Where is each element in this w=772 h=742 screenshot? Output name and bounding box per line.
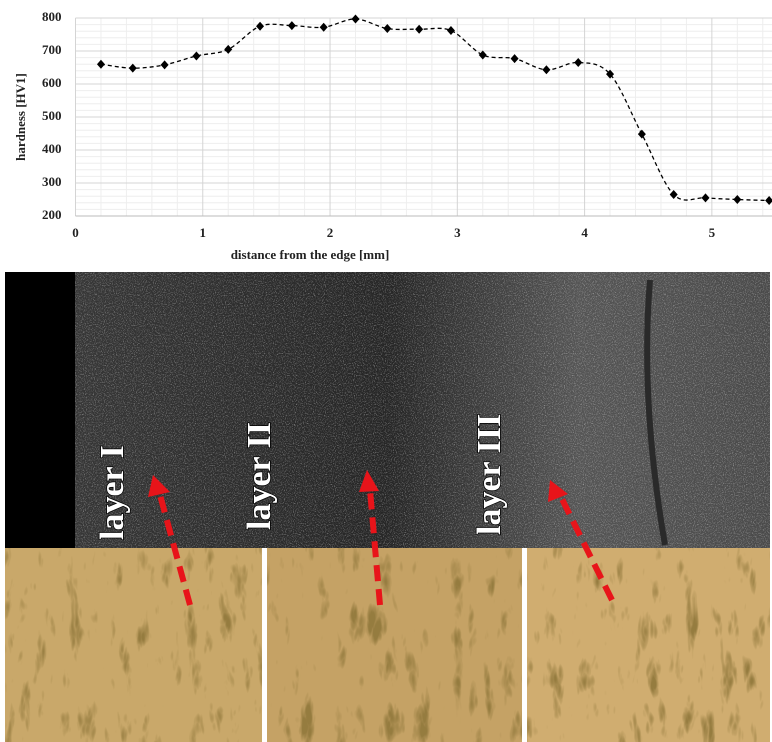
y-tick-label: 600 — [42, 75, 62, 90]
point — [97, 60, 105, 69]
edge — [5, 272, 75, 548]
y-tick-label: 200 — [42, 207, 62, 222]
panel-texture — [5, 548, 770, 742]
point — [161, 60, 169, 69]
point — [129, 64, 137, 73]
y-tick-label: 700 — [42, 42, 62, 57]
micrographs: layer I layer II layer III — [5, 272, 770, 742]
y-tick-label: 300 — [42, 174, 62, 189]
divider — [262, 548, 267, 742]
x-axis-title: distance from the edge [mm] — [231, 247, 390, 262]
point — [447, 26, 455, 35]
layer-label: layer III — [471, 414, 508, 535]
x-tick-label: 1 — [200, 225, 207, 240]
layer-label: layer II — [241, 422, 278, 530]
point — [765, 196, 772, 205]
point — [383, 24, 391, 33]
point — [511, 54, 519, 63]
point — [638, 130, 646, 139]
line — [101, 19, 769, 201]
point — [224, 45, 232, 54]
point — [256, 22, 264, 31]
x-tick-label: 3 — [454, 225, 461, 240]
point — [702, 193, 710, 202]
point — [574, 58, 582, 67]
y-tick-label: 800 — [42, 9, 62, 24]
point — [479, 50, 487, 59]
point — [415, 25, 423, 34]
x-tick-label: 2 — [327, 225, 334, 240]
point — [192, 51, 200, 60]
point — [542, 65, 550, 74]
point — [670, 190, 678, 199]
x-tick-label: 0 — [72, 225, 79, 240]
point — [288, 21, 296, 30]
point — [352, 14, 360, 23]
y-tick-label: 400 — [42, 141, 62, 156]
y-tick-label: 500 — [42, 108, 62, 123]
divider — [522, 548, 527, 742]
figure: distance from the edge [mm] hardness [HV… — [0, 0, 772, 742]
x-tick-label: 5 — [709, 225, 716, 240]
layer-label: layer I — [94, 445, 131, 540]
point — [320, 23, 328, 32]
y-axis-title: hardness [HV1] — [13, 73, 28, 161]
hardness-chart: distance from the edge [mm] hardness [HV… — [13, 9, 772, 262]
x-tick-label: 4 — [581, 225, 588, 240]
